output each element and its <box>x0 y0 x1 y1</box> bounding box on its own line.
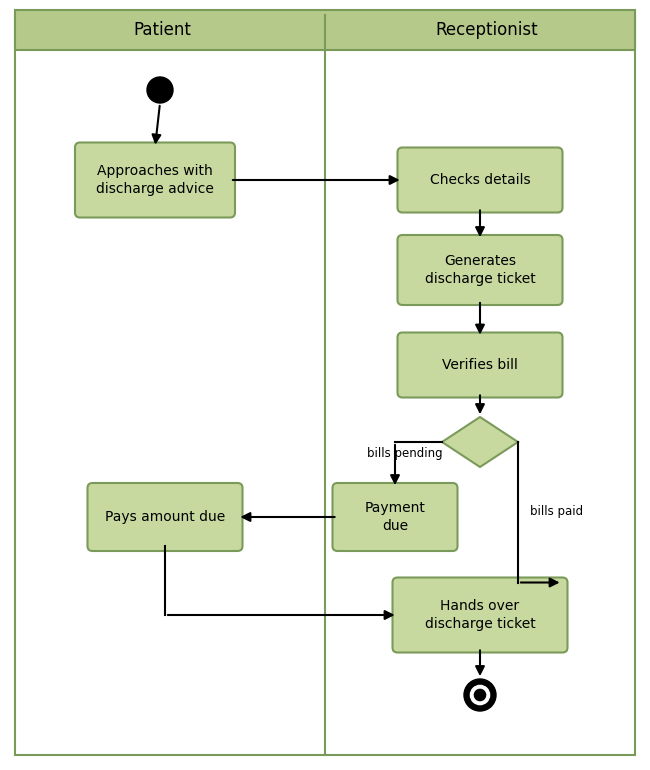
FancyBboxPatch shape <box>398 333 562 397</box>
Text: Pays amount due: Pays amount due <box>105 510 225 524</box>
Text: Verifies bill: Verifies bill <box>442 358 518 372</box>
FancyBboxPatch shape <box>393 578 567 652</box>
Circle shape <box>471 685 489 705</box>
FancyBboxPatch shape <box>88 483 242 551</box>
FancyBboxPatch shape <box>398 235 562 305</box>
Text: bills paid: bills paid <box>530 505 583 518</box>
Circle shape <box>147 77 173 103</box>
FancyBboxPatch shape <box>75 142 235 217</box>
Circle shape <box>474 689 486 701</box>
Text: Payment
due: Payment due <box>365 500 426 533</box>
Text: Approaches with
discharge advice: Approaches with discharge advice <box>96 164 214 196</box>
Polygon shape <box>442 417 518 467</box>
FancyBboxPatch shape <box>333 483 458 551</box>
Circle shape <box>464 679 496 711</box>
Text: Generates
discharge ticket: Generates discharge ticket <box>424 254 536 286</box>
Text: bills pending: bills pending <box>367 447 443 460</box>
FancyBboxPatch shape <box>398 148 562 213</box>
Text: Receptionist: Receptionist <box>436 21 538 39</box>
Text: Hands over
discharge ticket: Hands over discharge ticket <box>424 599 536 631</box>
Text: Patient: Patient <box>133 21 191 39</box>
Bar <box>15 10 635 50</box>
Text: Checks details: Checks details <box>430 173 530 187</box>
